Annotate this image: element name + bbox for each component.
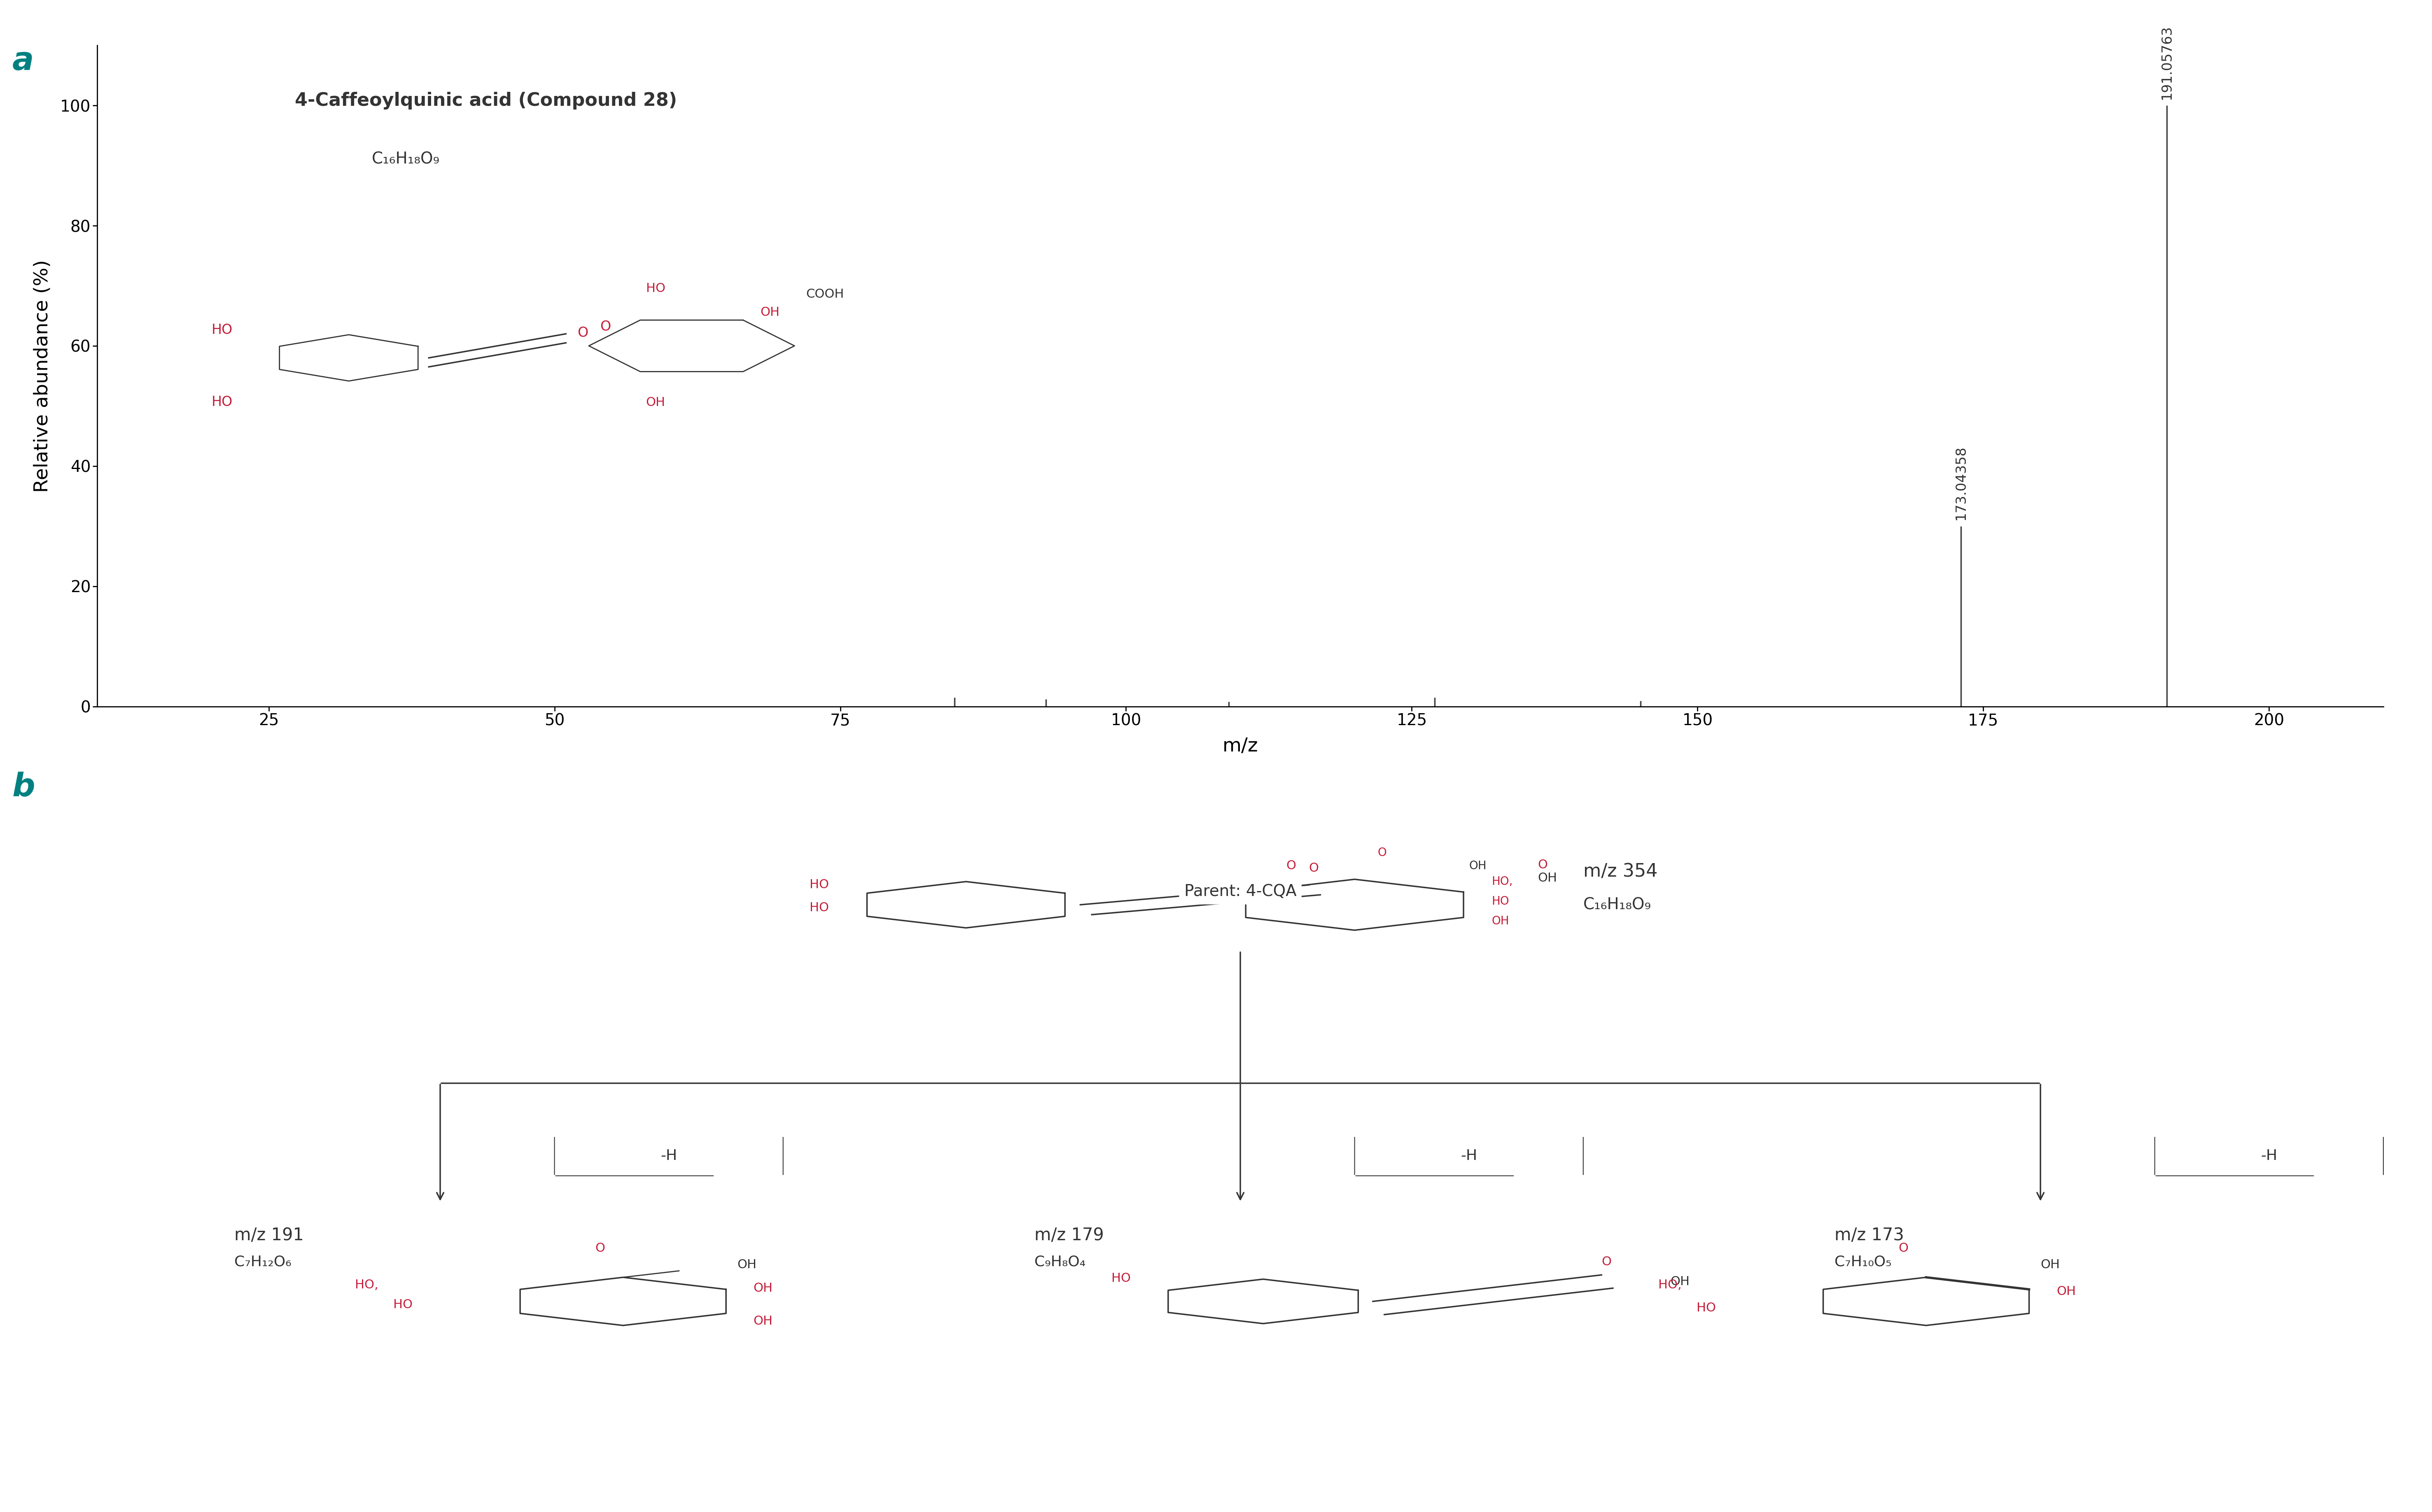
Text: HO: HO bbox=[212, 324, 233, 337]
Text: OH: OH bbox=[754, 1282, 773, 1294]
Text: HO: HO bbox=[810, 901, 829, 913]
Text: C₉H₈O₄: C₉H₈O₄ bbox=[1034, 1255, 1085, 1269]
Text: HO,: HO, bbox=[1491, 875, 1513, 888]
Text: C₁₆H₁₈O₉: C₁₆H₁₈O₉ bbox=[1583, 897, 1651, 913]
Text: -H: -H bbox=[2262, 1149, 2276, 1163]
Text: 191.05763: 191.05763 bbox=[2160, 26, 2174, 100]
Text: O: O bbox=[1899, 1243, 1909, 1253]
Text: 4-Caffeoylquinic acid (Compound 28): 4-Caffeoylquinic acid (Compound 28) bbox=[294, 92, 676, 109]
Text: -H: -H bbox=[662, 1149, 676, 1163]
Text: OH: OH bbox=[1491, 915, 1510, 927]
Text: HO: HO bbox=[647, 283, 666, 295]
Text: Parent: 4-CQA: Parent: 4-CQA bbox=[1184, 883, 1296, 900]
Text: HO: HO bbox=[1111, 1272, 1131, 1284]
Text: OH: OH bbox=[761, 307, 781, 318]
Text: C₁₆H₁₈O₉: C₁₆H₁₈O₉ bbox=[372, 151, 440, 166]
Text: O: O bbox=[601, 321, 610, 334]
Text: O: O bbox=[576, 327, 589, 340]
Text: O: O bbox=[1603, 1256, 1612, 1267]
Text: OH: OH bbox=[647, 396, 666, 408]
Text: HO: HO bbox=[1491, 895, 1510, 907]
Text: O: O bbox=[596, 1243, 606, 1253]
Text: OH: OH bbox=[1469, 860, 1486, 872]
Text: 173.04358: 173.04358 bbox=[1955, 446, 1967, 520]
Text: O: O bbox=[1287, 860, 1296, 872]
Text: m/z 173: m/z 173 bbox=[1834, 1226, 1904, 1244]
Text: HO: HO bbox=[394, 1299, 413, 1311]
Text: b: b bbox=[12, 771, 34, 803]
Text: OH: OH bbox=[1671, 1276, 1690, 1288]
Text: m/z 354: m/z 354 bbox=[1583, 863, 1659, 880]
Text: C₇H₁₀O₅: C₇H₁₀O₅ bbox=[1834, 1255, 1892, 1269]
Text: a: a bbox=[12, 45, 34, 77]
Text: m/z 191: m/z 191 bbox=[233, 1226, 304, 1244]
Text: OH: OH bbox=[737, 1259, 756, 1270]
Text: C₇H₁₂O₆: C₇H₁₂O₆ bbox=[233, 1255, 292, 1269]
Text: HO: HO bbox=[212, 395, 233, 408]
Y-axis label: Relative abundance (%): Relative abundance (%) bbox=[34, 260, 51, 493]
Text: OH: OH bbox=[2057, 1285, 2077, 1297]
Text: HO,: HO, bbox=[355, 1279, 379, 1291]
Text: -H: -H bbox=[1462, 1149, 1476, 1163]
Text: OH: OH bbox=[754, 1315, 773, 1328]
Text: m/z 179: m/z 179 bbox=[1034, 1226, 1104, 1244]
Text: COOH: COOH bbox=[805, 289, 844, 301]
Text: OH: OH bbox=[2040, 1259, 2060, 1270]
Text: O: O bbox=[1377, 847, 1386, 859]
Text: OH: OH bbox=[1537, 872, 1556, 885]
Text: O: O bbox=[1537, 859, 1547, 871]
Text: HO: HO bbox=[1698, 1302, 1717, 1314]
X-axis label: m/z: m/z bbox=[1223, 738, 1257, 756]
Text: O: O bbox=[1308, 862, 1318, 874]
Text: HO,: HO, bbox=[1659, 1279, 1681, 1291]
Text: HO: HO bbox=[810, 878, 829, 891]
